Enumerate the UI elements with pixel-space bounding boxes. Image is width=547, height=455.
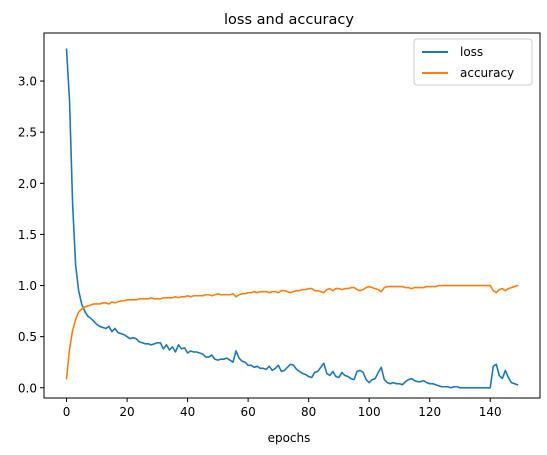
x-tick-label: 120 bbox=[418, 405, 441, 419]
y-tick-label: 3.0 bbox=[18, 75, 37, 89]
y-tick-label: 0.0 bbox=[18, 381, 37, 395]
x-tick-label: 0 bbox=[63, 405, 71, 419]
x-axis-title: epochs bbox=[268, 431, 311, 445]
legend-label-accuracy: accuracy bbox=[460, 66, 514, 80]
y-tick-label: 1.0 bbox=[18, 279, 37, 293]
plot-area bbox=[43, 32, 541, 399]
plot-frame bbox=[43, 32, 541, 399]
x-tick-label: 60 bbox=[240, 405, 255, 419]
y-tick-label: 1.5 bbox=[18, 228, 37, 242]
y-tick-label: 2.5 bbox=[18, 126, 37, 140]
series-layer bbox=[65, 48, 519, 389]
x-tick-label: 100 bbox=[358, 405, 381, 419]
x-tick-label: 80 bbox=[301, 405, 316, 419]
y-tick-label: 2.0 bbox=[18, 177, 37, 191]
series-line-accuracy bbox=[65, 284, 519, 380]
x-tick-label: 140 bbox=[479, 405, 502, 419]
legend: loss accuracy bbox=[413, 38, 533, 86]
legend-label-loss: loss bbox=[460, 45, 483, 59]
x-tick-label: 40 bbox=[180, 405, 195, 419]
y-axis: 0.0 0.5 1.0 1.5 2.0 2.5 3.0 bbox=[18, 75, 44, 395]
x-tick-label: 20 bbox=[119, 405, 134, 419]
chart-title: loss and accuracy bbox=[224, 12, 354, 28]
x-axis: 0 20 40 60 80 100 120 140 bbox=[63, 398, 502, 419]
series-line-loss bbox=[65, 48, 519, 389]
y-tick-label: 0.5 bbox=[18, 330, 37, 344]
